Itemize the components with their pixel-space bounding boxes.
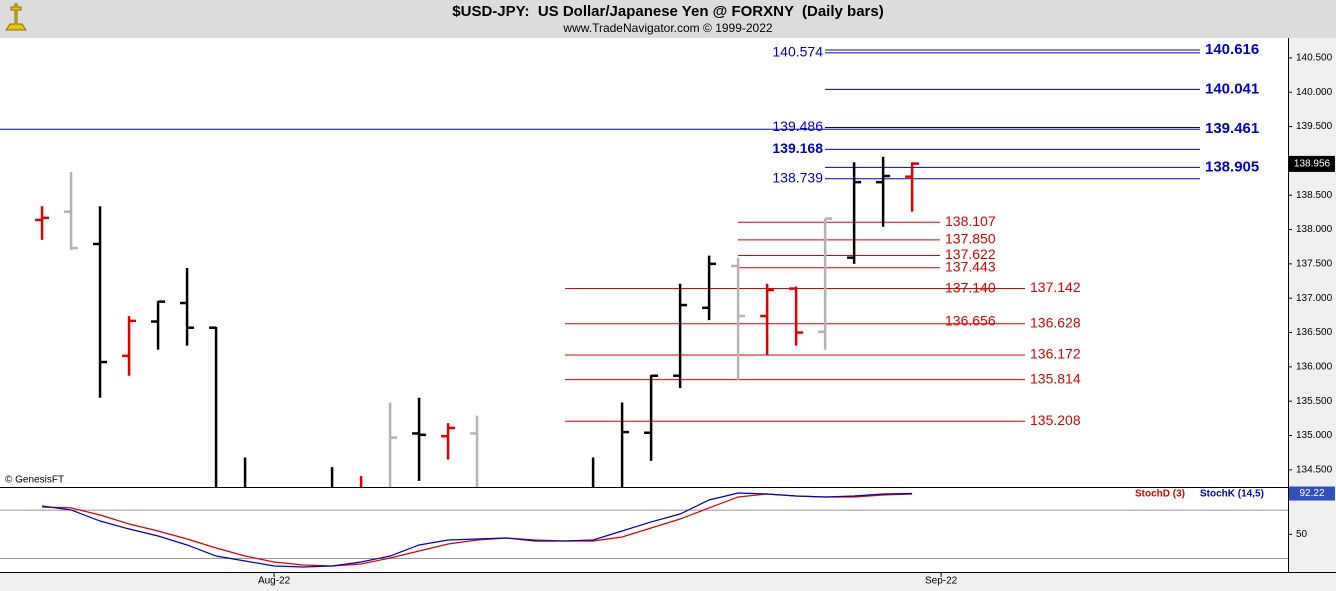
- blue-level-label: 139.461: [1205, 120, 1259, 137]
- red-level-label: 135.814: [1030, 370, 1081, 386]
- red-level-label: 137.850: [945, 231, 996, 247]
- blue-level-label: 140.041: [1205, 80, 1259, 97]
- y-tick-label: 135.000: [1296, 430, 1333, 441]
- red-level-label: 138.107: [945, 213, 996, 229]
- y-tick-label: 140.500: [1296, 53, 1333, 64]
- chart-subtitle: www.TradeNavigator.com © 1999-2022: [562, 21, 772, 35]
- blue-level-label: 139.168: [772, 140, 823, 156]
- red-level-label: 136.656: [945, 313, 996, 329]
- y-tick-label: 50: [1296, 529, 1308, 540]
- current-price-box: [1289, 155, 1335, 172]
- red-level-label: 137.140: [945, 279, 996, 295]
- watermark: © GenesisFT: [5, 475, 64, 486]
- red-level-label: 135.208: [1030, 412, 1081, 428]
- price-plot: [0, 49, 1200, 487]
- red-level-label: 137.142: [1030, 279, 1081, 295]
- red-level-label: 137.622: [945, 246, 996, 262]
- y-tick-label: 137.500: [1296, 259, 1333, 270]
- header-bar: [0, 0, 1336, 38]
- blue-level-label: 140.574: [772, 44, 823, 60]
- blue-level-label: 140.616: [1205, 41, 1259, 58]
- red-level-label: 137.443: [945, 258, 996, 274]
- y-tick-label: 136.000: [1296, 361, 1333, 372]
- y-tick-label: 137.000: [1296, 293, 1333, 304]
- legend-label: StochD (3): [1135, 489, 1185, 500]
- red-level-label: 136.628: [1030, 314, 1081, 330]
- logo: [5, 3, 27, 31]
- stoch-line: [42, 493, 913, 567]
- blue-level-label: 138.739: [772, 170, 823, 186]
- blue-level-label: 139.486: [772, 118, 823, 134]
- stoch-line: [42, 492, 913, 568]
- y-tick-label: 138.000: [1296, 224, 1333, 235]
- red-level-label: 136.172: [1030, 346, 1081, 362]
- bottom-axis-bg: [0, 573, 1336, 591]
- current-price-label: 138.956: [1294, 159, 1331, 170]
- y-tick-label: 135.500: [1296, 396, 1333, 407]
- y-tick-label: 136.500: [1296, 327, 1333, 338]
- chart-title: $USD-JPY: US Dollar/Japanese Yen @ FORXN…: [452, 3, 883, 20]
- legend-label: StochK (14,5): [1200, 489, 1264, 500]
- blue-level-label: 138.905: [1205, 158, 1259, 175]
- y-tick-label: 138.500: [1296, 190, 1333, 201]
- y-tick-label: 140.000: [1296, 87, 1333, 98]
- x-tick-label: Sep-22: [925, 576, 958, 587]
- y-tick-label: 139.500: [1296, 121, 1333, 132]
- last-value-label: 92.22: [1299, 488, 1324, 499]
- y-tick-label: 134.500: [1296, 464, 1333, 475]
- x-tick-label: Aug-22: [258, 576, 291, 587]
- last-value-box: [1289, 486, 1335, 501]
